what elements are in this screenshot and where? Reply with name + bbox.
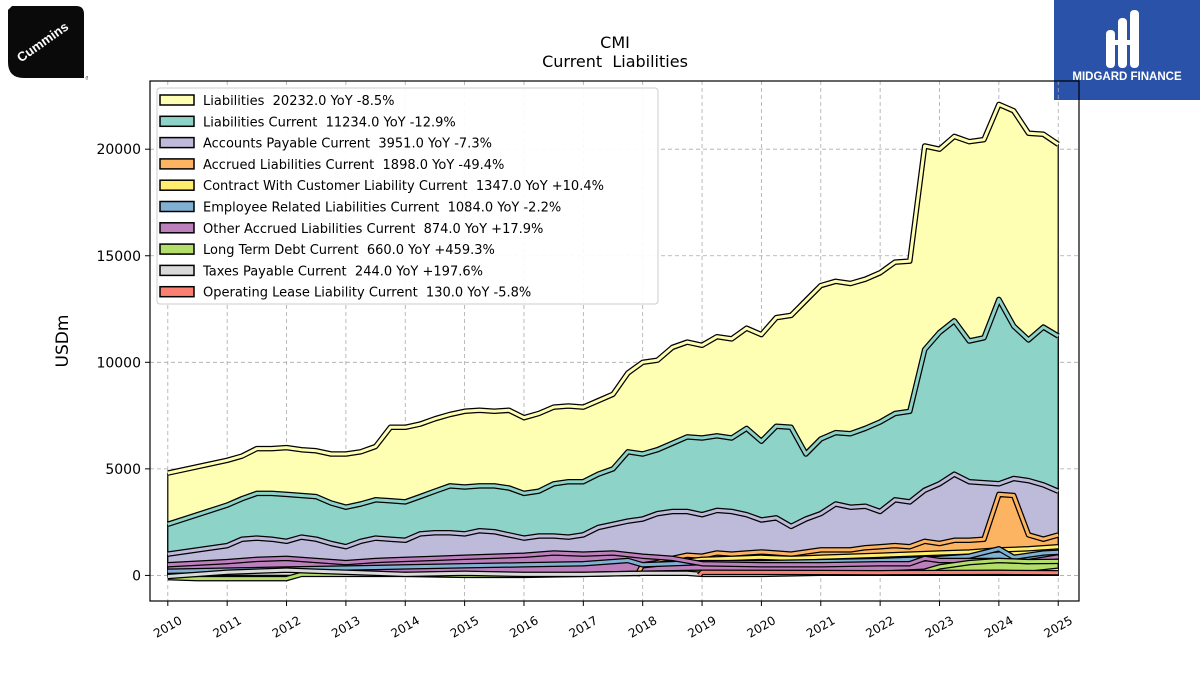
legend-swatch [159, 264, 195, 277]
x-tick-label: 2024 [982, 613, 1015, 640]
legend-swatch [159, 243, 195, 255]
legend-swatch [159, 158, 195, 170]
x-tick-label: 2018 [626, 613, 659, 640]
legend-label: Employee Related Liabilities Current 108… [203, 201, 561, 216]
chart-title: CMI [600, 33, 630, 52]
line-operating-lease-liability-current [698, 570, 1059, 577]
line-liabilities-current [167, 297, 1059, 526]
line-series [166, 101, 1060, 582]
legend-label: Long Term Debt Current 660.0 YoY +459.3% [203, 243, 495, 258]
y-axis-label: USDm [53, 315, 73, 368]
x-tick-label: 2016 [507, 613, 540, 640]
x-tick-label: 2015 [448, 613, 481, 640]
midgard-logo-icon [1106, 10, 1139, 68]
svg-text:®: ® [85, 75, 88, 82]
x-tick-label: 2022 [863, 613, 896, 640]
legend-swatch [159, 179, 195, 191]
legend-label: Operating Lease Liability Current 130.0 … [203, 286, 531, 301]
line-other-accrued-liabilities-current [167, 551, 1059, 567]
x-tick-label: 2021 [804, 613, 837, 640]
legend-swatch [159, 200, 195, 213]
midgard-finance-logo: MIDGARD FINANCE [1054, 0, 1200, 100]
x-tick-label: 2023 [923, 613, 956, 640]
x-tick-label: 2020 [745, 613, 778, 640]
x-tick-label: 2025 [1041, 613, 1074, 640]
legend-label: Other Accrued Liabilities Current 874.0 … [203, 222, 543, 237]
x-tick-label: 2011 [210, 613, 243, 640]
legend-swatch [159, 285, 195, 298]
plot-frame [149, 80, 1080, 602]
legend-label: Accrued Liabilities Current 1898.0 YoY -… [203, 158, 504, 173]
x-tick-label: 2019 [685, 613, 718, 640]
y-tick-label: 15000 [96, 249, 141, 265]
x-tick-label: 2013 [329, 613, 362, 640]
y-tick-label: 10000 [96, 355, 141, 371]
y-ticks: 0 5000 10000 15000 20000 [96, 142, 150, 584]
cummins-logo: Cummins ® [8, 6, 88, 82]
x-tick-label: 2017 [567, 613, 600, 640]
y-tick-label: 5000 [105, 462, 141, 478]
legend-swatch [159, 94, 195, 106]
x-tick-label: 2014 [389, 613, 422, 640]
legend-label: Contract With Customer Liability Current… [203, 179, 604, 194]
legend-label: Liabilities 20232.0 YoY -8.5% [203, 94, 395, 109]
x-tick-label: 2010 [151, 613, 184, 640]
legend-swatch [159, 115, 195, 128]
legend-swatch [159, 136, 195, 149]
y-tick-label: 20000 [96, 142, 141, 158]
x-ticks: 2010 2011 2012 2013 2014 2015 2016 2017 2018 2019… [151, 601, 1075, 641]
legend-label: Taxes Payable Current 244.0 YoY +197.6% [202, 264, 483, 279]
chart-subtitle: Current Liabilities [542, 52, 688, 71]
line-liabilities [167, 102, 1060, 475]
x-tick-label: 2012 [270, 613, 303, 640]
y-tick-label: 0 [132, 568, 141, 584]
legend-label: Liabilities Current 11234.0 YoY -12.9% [203, 115, 456, 130]
legend-box [156, 87, 659, 305]
legend-label: Accounts Payable Current 3951.0 YoY -7.3… [203, 137, 492, 152]
legend-swatch [159, 222, 195, 234]
legend: Liabilities 20232.0 YoY -8.5% Liabilities… [156, 87, 659, 305]
line-accounts-payable-current [167, 472, 1059, 556]
midgard-logo-text: MIDGARD FINANCE [1072, 71, 1182, 83]
line-accrued-liabilities-current [635, 492, 1059, 577]
